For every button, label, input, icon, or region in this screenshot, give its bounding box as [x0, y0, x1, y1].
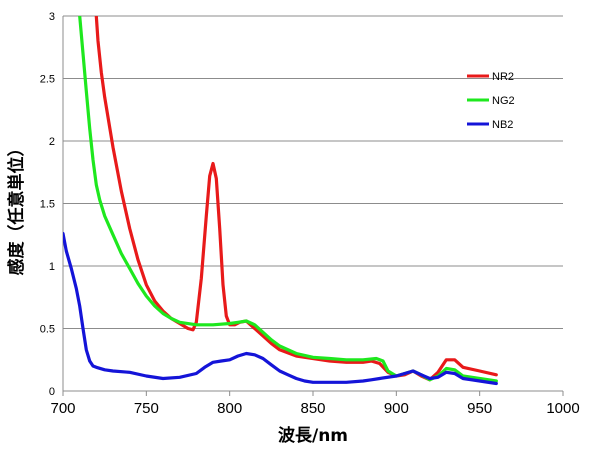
x-tick-label: 700	[50, 400, 75, 417]
x-tick-label: 850	[300, 400, 325, 417]
y-tick-label: 1	[49, 261, 55, 273]
y-tick-label: 2	[49, 136, 55, 148]
y-axis-title: 感度（任意単位）	[6, 140, 27, 276]
legend-label-nb2: NB2	[492, 119, 513, 131]
x-tick-label: 900	[384, 400, 409, 417]
legend: NR2 NG2 NB2	[467, 71, 515, 131]
x-tick-label: 750	[134, 400, 159, 417]
series-lines	[63, 16, 498, 386]
grid	[63, 15, 563, 329]
y-tick-label: 2.5	[40, 74, 55, 86]
series-line-nr2	[94, 16, 498, 382]
y-tick-label: 1.5	[40, 199, 55, 211]
axes: 0 0.5 1 1.5 2 2.5 3 700 750 800 850 900 950 1000	[40, 11, 580, 417]
x-tick-label: 1000	[546, 400, 579, 417]
legend-label-ng2: NG2	[492, 95, 515, 107]
x-tick-label: 800	[217, 400, 242, 417]
y-tick-label: 0.5	[40, 324, 55, 336]
y-tick-label: 0	[49, 386, 55, 398]
x-tick-label: 950	[467, 400, 492, 417]
series-line-nb2	[63, 231, 498, 386]
x-axis-title: 波長/nm	[278, 425, 348, 446]
axis-labels: 波長/nm 感度（任意単位）	[6, 140, 348, 447]
series-line-ng2	[78, 16, 498, 383]
legend-label-nr2: NR2	[492, 71, 514, 83]
y-tick-label: 3	[49, 11, 55, 23]
